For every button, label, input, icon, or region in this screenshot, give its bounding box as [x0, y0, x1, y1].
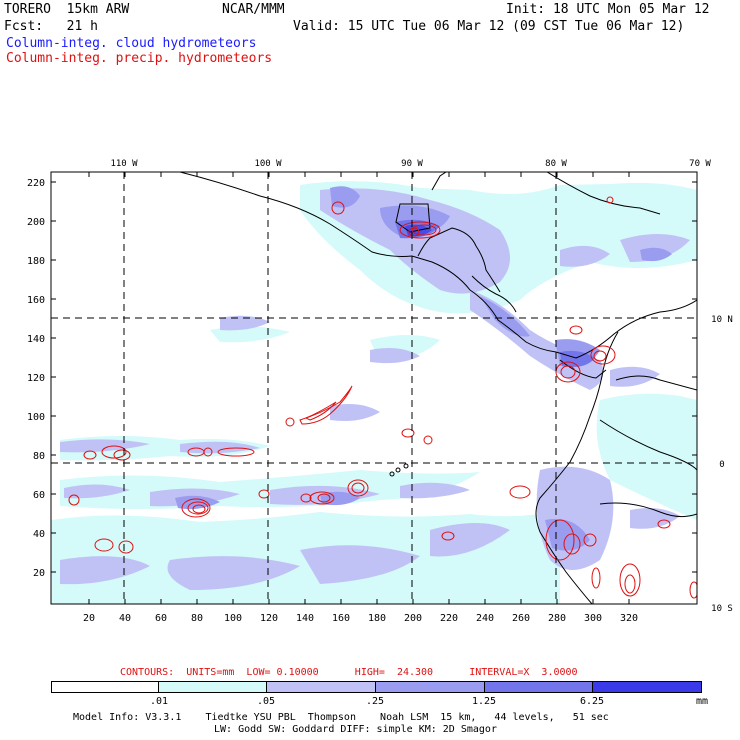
- x-tick-label: 200: [404, 613, 422, 624]
- legend-level-3: 1.25: [472, 696, 497, 707]
- legend-swatch-0: [52, 682, 159, 692]
- x-tick-label: 120: [260, 613, 278, 624]
- x-tick-label: 140: [296, 613, 314, 624]
- legend-level-1: .05: [257, 696, 276, 707]
- longitude-labels: 110 W 100 W 90 W 80 W 70 W: [110, 159, 711, 169]
- model-info-line2: LW: Godd SW: Goddard DIFF: simple KM: 2D…: [214, 724, 497, 735]
- y-tick-label: 20: [33, 568, 45, 579]
- valid-time: Valid: 15 UTC Tue 06 Mar 12 (09 CST Tue …: [293, 19, 685, 34]
- y-tick-label: 80: [33, 451, 45, 462]
- legend-swatch-4: [484, 682, 594, 692]
- x-tick-label: 60: [155, 613, 167, 624]
- legend-swatch-3: [376, 682, 485, 692]
- y-tick-labels: 220 200 180 160 140 120 100 80 60 40 20: [27, 178, 45, 579]
- y-tick-label: 40: [33, 529, 45, 540]
- longitude-label: 80 W: [545, 159, 567, 169]
- lat-lon-grid: [51, 172, 697, 604]
- longitude-label: 110 W: [110, 159, 138, 169]
- field-precip-label: Column-integ. precip. hydrometeors: [6, 51, 273, 66]
- x-tick-label: 240: [476, 613, 494, 624]
- legend-level-0: .01: [150, 696, 169, 707]
- legend-level-2: .25: [366, 696, 385, 707]
- forecast-hour: Fcst: 21 h: [4, 19, 98, 34]
- init-time: Init: 18 UTC Mon 05 Mar 12: [506, 2, 710, 17]
- longitude-label: 70 W: [689, 159, 711, 169]
- coastlines: [179, 172, 697, 604]
- precip-contours: [68, 196, 697, 599]
- y-tick-label: 60: [33, 490, 45, 501]
- y-tick-label: 200: [27, 217, 45, 228]
- latitude-labels: 10 N 0 10 S: [711, 315, 733, 614]
- x-tick-label: 160: [332, 613, 350, 624]
- x-tick-label: 260: [512, 613, 530, 624]
- x-tick-label: 100: [224, 613, 242, 624]
- org-label: NCAR/MMM: [222, 2, 285, 17]
- x-tick-label: 280: [548, 613, 566, 624]
- y-tick-label: 160: [27, 295, 45, 306]
- model-info-line1: Model Info: V3.3.1 Tiedtke YSU PBL Thomp…: [73, 712, 609, 723]
- x-tick-label: 300: [584, 613, 602, 624]
- y-tick-label: 220: [27, 178, 45, 189]
- x-tick-label: 80: [191, 613, 203, 624]
- latitude-label: 10 N: [711, 315, 733, 325]
- contour-info: CONTOURS: UNITS=mm LOW= 0.10000 HIGH= 24…: [120, 667, 578, 678]
- x-tick-label: 20: [83, 613, 95, 624]
- axis-ticks: [51, 172, 697, 604]
- color-legend-bar: [51, 681, 702, 693]
- x-tick-label: 180: [368, 613, 386, 624]
- legend-unit: mm: [696, 696, 709, 707]
- map-frame: [50, 171, 698, 605]
- legend-swatch-5: [593, 682, 702, 692]
- longitude-label: 90 W: [401, 159, 423, 169]
- legend-swatch-1: [158, 682, 268, 692]
- model-title: TORERO 15km ARW: [4, 2, 130, 17]
- latitude-label: 0: [719, 460, 724, 470]
- x-tick-label: 40: [119, 613, 131, 624]
- cloud-shading: [51, 181, 697, 604]
- x-tick-label: 220: [440, 613, 458, 624]
- y-tick-label: 120: [27, 373, 45, 384]
- field-cloud-label: Column-integ. cloud hydrometeors: [6, 36, 257, 51]
- legend-level-4: 6.25: [580, 696, 605, 707]
- x-tick-labels: 20 40 60 80 100 120 140 160 180 200 220 240 260 280 30…: [83, 613, 638, 624]
- x-tick-label: 320: [620, 613, 638, 624]
- latitude-label: 10 S: [711, 604, 733, 614]
- y-tick-label: 140: [27, 334, 45, 345]
- y-tick-label: 100: [27, 412, 45, 423]
- longitude-label: 100 W: [254, 159, 282, 169]
- y-tick-label: 180: [27, 256, 45, 267]
- legend-swatch-2: [267, 682, 377, 692]
